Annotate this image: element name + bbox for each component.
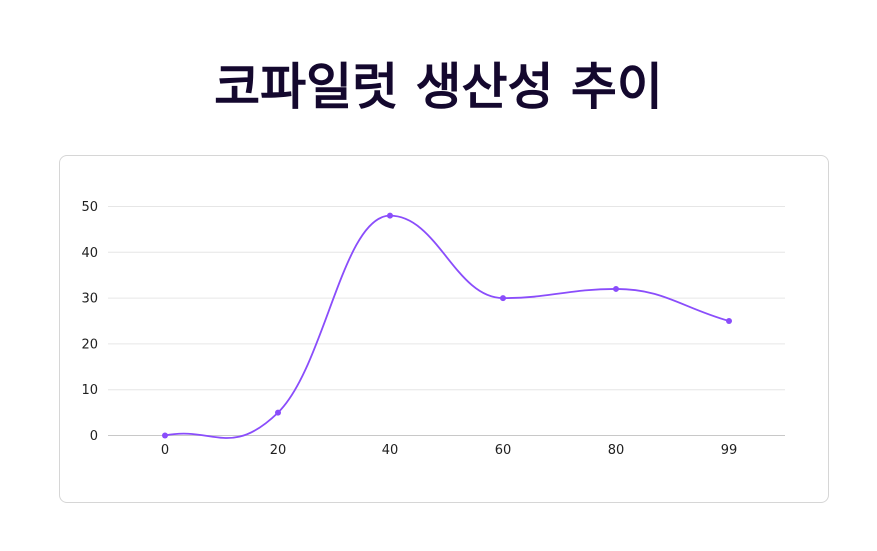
- y-tick-label: 10: [81, 383, 98, 398]
- series-line-path: [164, 214, 730, 439]
- x-tick-label: 0: [161, 443, 169, 458]
- x-tick-label: 80: [608, 443, 625, 458]
- y-tick-label: 40: [81, 246, 98, 261]
- y-tick-label: 30: [81, 292, 98, 307]
- data-point: [162, 432, 168, 439]
- data-point: [275, 409, 281, 416]
- x-tick-label: 99: [721, 443, 738, 458]
- y-tick-label: 50: [81, 200, 98, 215]
- y-tick-label: 0: [90, 429, 98, 444]
- series-points: [162, 212, 732, 439]
- y-tick-label: 20: [81, 337, 98, 352]
- series-line: [164, 214, 730, 439]
- x-tick-label: 20: [270, 443, 287, 458]
- x-tick-label: 60: [495, 443, 512, 458]
- chart-title: 코파일럿 생산성 추이: [214, 58, 663, 116]
- x-axis-ticks: 0 20 40 60 80 99: [161, 443, 737, 458]
- grid-lines: [108, 206, 785, 436]
- data-point: [613, 285, 619, 292]
- x-tick-label: 40: [382, 443, 399, 458]
- y-axis-ticks: 0 10 20 30 40 50: [81, 200, 98, 444]
- data-point: [726, 318, 732, 324]
- chart-card: [59, 155, 829, 503]
- data-point: [387, 212, 393, 219]
- data-point: [500, 295, 506, 302]
